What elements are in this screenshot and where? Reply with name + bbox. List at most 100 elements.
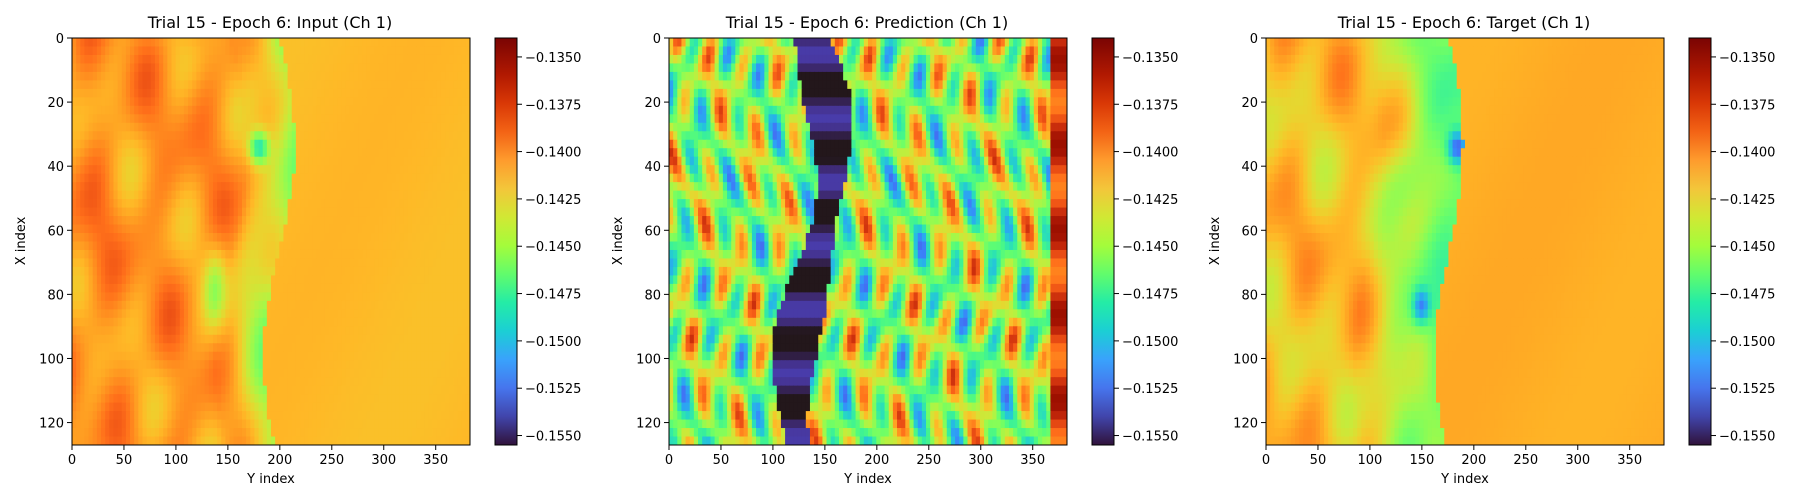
heatmap-cell [234,403,239,412]
heatmap-cell [130,284,135,293]
heatmap-cell [72,80,77,89]
heatmap-cell [172,250,177,259]
heatmap-cell [283,394,288,403]
heatmap-cell [279,403,284,412]
heatmap-cell [283,216,288,225]
heatmap-cell [404,284,409,293]
heatmap-cell [105,182,110,191]
heatmap-cell [304,97,309,106]
x-tick-label: 150 [215,453,240,468]
heatmap-cell [325,360,330,369]
heatmap-cell [429,216,434,225]
heatmap-cell [205,242,210,251]
heatmap-cell [371,377,376,386]
heatmap-cell [441,394,446,403]
heatmap-cell [292,72,297,81]
heatmap-cell [275,360,280,369]
heatmap-cell [329,394,334,403]
heatmap-cell [354,437,359,446]
heatmap-cell [358,275,363,284]
heatmap-cell [333,420,338,429]
heatmap-cell [242,403,247,412]
heatmap-cell [321,72,326,81]
heatmap-cell [818,38,823,47]
heatmap-cell [387,369,392,378]
heatmap-cell [275,275,280,284]
heatmap-cell [433,72,438,81]
heatmap-cell [279,335,284,344]
heatmap-cell [80,157,85,166]
heatmap-cell [341,267,346,276]
heatmap-cell [391,97,396,106]
heatmap-cell [221,157,226,166]
heatmap-cell [105,284,110,293]
heatmap-cell [234,131,239,140]
heatmap-cell [271,318,276,327]
heatmap-cell [101,301,106,310]
heatmap-cell [101,131,106,140]
heatmap-cell [445,437,450,446]
heatmap-cell [321,403,326,412]
x-axis-label: Y index [246,472,295,487]
heatmap-cell [333,55,338,64]
heatmap-cell [371,106,376,115]
heatmap-cell [234,148,239,157]
heatmap-cell [292,165,297,174]
heatmap-cell [416,420,421,429]
heatmap-cell [292,46,297,55]
heatmap-cell [288,38,293,47]
heatmap-cell [109,411,114,420]
heatmap-cell [462,411,467,420]
heatmap-cell [839,38,844,47]
heatmap-cell [134,80,139,89]
heatmap-cell [350,360,355,369]
heatmap-cell [147,199,152,208]
heatmap-cell [225,309,230,318]
heatmap-cell [404,386,409,395]
heatmap-cell [184,131,189,140]
heatmap-cell [234,275,239,284]
heatmap-cell [744,46,749,55]
heatmap-cell [391,326,396,335]
heatmap-cell [134,258,139,267]
heatmap-cell [312,326,317,335]
heatmap-cell [263,386,268,395]
heatmap-cell [155,360,160,369]
heatmap-cell [744,63,749,72]
heatmap-cell [167,360,172,369]
heatmap-cell [980,38,985,47]
heatmap-cell [395,420,400,429]
heatmap-cell [242,242,247,251]
heatmap-cell [379,343,384,352]
heatmap-cell [404,292,409,301]
heatmap-cell [209,157,214,166]
heatmap-cell [176,411,181,420]
heatmap-cell [312,318,317,327]
heatmap-cell [188,309,193,318]
heatmap-cell [130,55,135,64]
heatmap-cell [242,80,247,89]
heatmap-cell [221,403,226,412]
heatmap-cell [391,420,396,429]
heatmap-cell [304,242,309,251]
heatmap-cell [167,38,172,47]
heatmap-cell [333,38,338,47]
heatmap-cell [230,208,235,217]
heatmap-cell [238,157,243,166]
heatmap-cell [337,233,342,242]
heatmap-cell [72,199,77,208]
heatmap-cell [242,89,247,98]
heatmap-cell [234,360,239,369]
heatmap-cell [358,403,363,412]
heatmap-cell [192,182,197,191]
heatmap-cell [246,114,251,123]
heatmap-cell [176,148,181,157]
colorbar-tick-label: −0.1475 [525,288,581,303]
heatmap-cell [317,250,322,259]
heatmap-cell [404,89,409,98]
heatmap-cell [201,106,206,115]
heatmap-cell [76,258,81,267]
heatmap-cell [159,403,164,412]
heatmap-cell [851,38,856,47]
heatmap-cell [225,258,230,267]
